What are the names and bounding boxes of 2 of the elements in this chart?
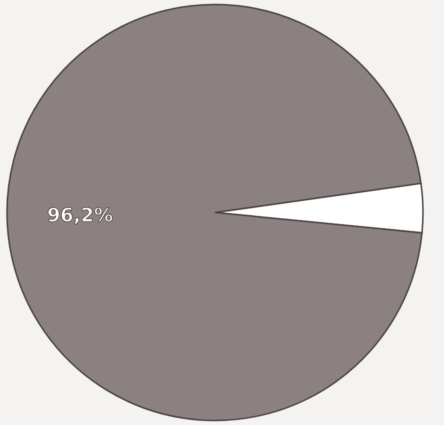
data-label: 96,2% [47,204,113,226]
pie-slice [6,4,423,421]
